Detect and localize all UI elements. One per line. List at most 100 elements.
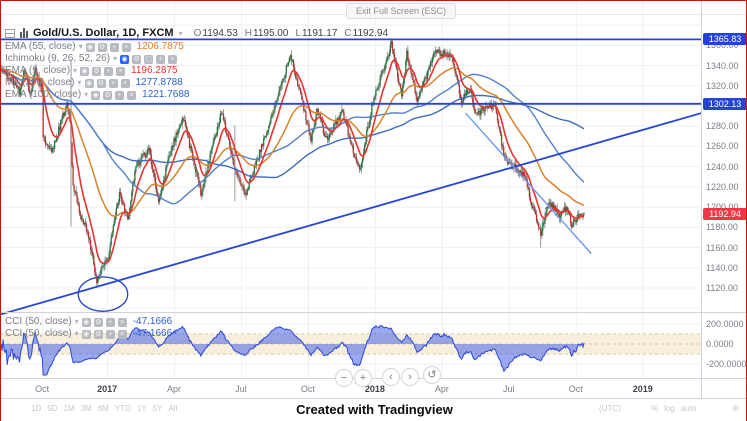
gear-button[interactable]: ⚙ (132, 54, 142, 64)
eye-button[interactable]: ◉ (85, 42, 95, 52)
price-tick-label: 1320.00 (706, 80, 739, 91)
time-tick-label: Oct (300, 384, 315, 394)
indicator-label: CCI (50, close) (5, 328, 72, 339)
open-label: O (193, 27, 202, 39)
price-tick-label: 1280.00 (706, 121, 739, 132)
close-button[interactable]: × (168, 54, 178, 64)
price-tick-label: 1340.00 (706, 60, 739, 71)
price-tick-label: 1260.00 (706, 141, 739, 152)
symbol-title[interactable]: Gold/U.S. Dollar, 1D, FXCM (33, 27, 174, 39)
close-button[interactable]: × (121, 42, 131, 52)
zoom-out-button[interactable]: − (335, 369, 353, 387)
gear-button[interactable]: ⚙ (92, 66, 102, 76)
indicator-caret-icon[interactable]: ▾ (74, 329, 79, 338)
gear-button[interactable]: ⚙ (93, 317, 103, 327)
plus-button[interactable]: + (105, 329, 115, 339)
price-tick-label: 1200.00 (706, 202, 739, 213)
created-with-text: Created with Tradingview (296, 402, 453, 417)
indicator-legend-row: EMA (9, close) ▾ ◉ ⚙ + × 1196.2875 (5, 65, 189, 77)
range-button-1y[interactable]: 1Y (136, 404, 147, 413)
price-badge-1302-13: 1302.13 (703, 97, 746, 110)
timezone-label[interactable]: (UTC) (599, 404, 621, 413)
indicator-value: -47.1666 (132, 328, 173, 339)
range-button-1m[interactable]: 1M (63, 404, 75, 413)
indicator-legend-row: EMA (55, close) ▾ ◉ ⚙ + × 1206.7875 (5, 41, 189, 53)
plus-button[interactable]: + (104, 66, 114, 76)
eye-button[interactable]: ◉ (80, 66, 90, 76)
indicator-caret-icon[interactable]: ▾ (74, 317, 79, 326)
indicator-caret-icon[interactable]: ▾ (113, 54, 118, 63)
range-button-5y[interactable]: 5Y (152, 404, 163, 413)
price-tick-label: 1160.00 (706, 242, 738, 253)
zoom-in-button[interactable]: + (354, 369, 372, 387)
gear-button[interactable]: ⚙ (103, 90, 113, 100)
price-tick-label: 1120.00 (706, 283, 738, 293)
eye-button[interactable]: ◉ (84, 78, 94, 88)
cci-tick-label: -200.0000 (706, 359, 747, 370)
square-button[interactable]: ▢ (144, 54, 154, 64)
gear-button[interactable]: ⚙ (93, 329, 103, 339)
candlestick-chart-icon[interactable] (20, 28, 28, 38)
cci-legend-row: CCI (50, close) ▾ ◉ ⚙ + × -47.1666 (5, 316, 172, 328)
close-button[interactable]: × (117, 317, 127, 327)
high-value: 1195.00 (253, 27, 289, 39)
scale-option-percent[interactable]: % (651, 404, 659, 413)
indicator-label: EMA (55, close) (5, 41, 76, 52)
range-button-all[interactable]: All (168, 404, 178, 413)
indicator-value: 1196.2875 (131, 65, 178, 76)
time-tick-label: Apr (434, 384, 449, 394)
low-label: L (295, 27, 301, 39)
range-button-6m[interactable]: 6M (97, 404, 109, 413)
close-button[interactable]: × (127, 90, 137, 100)
eye-button[interactable]: ◉ (81, 329, 91, 339)
ma-100-line (1, 69, 585, 205)
low-value: 1191.17 (301, 27, 338, 39)
indicator-value: 1221.7688 (142, 89, 190, 100)
indicator-caret-icon[interactable]: ▾ (77, 78, 82, 87)
gear-button[interactable]: ⚙ (96, 78, 106, 88)
range-button-5d[interactable]: 5D (47, 404, 58, 413)
indicator-caret-icon[interactable]: ▾ (78, 42, 83, 51)
close-button[interactable]: × (117, 329, 127, 339)
scroll-right-button[interactable]: › (401, 368, 419, 386)
indicator-legend: EMA (55, close) ▾ ◉ ⚙ + × 1206.7875 Ichimoku (9… (5, 41, 189, 101)
eye-button[interactable]: ◉ (91, 90, 101, 100)
plus-button[interactable]: + (108, 78, 118, 88)
scale-options[interactable]: % log auto (651, 404, 702, 413)
scale-option-log[interactable]: log (664, 404, 675, 413)
date-range-selector[interactable]: 1D 5D 1M 3M 6M YTD 1Y 5Y All (31, 404, 183, 413)
exit-fullscreen-button[interactable]: Exit Full Screen (ESC) (346, 3, 457, 19)
eye-button[interactable]: ◉ (81, 317, 91, 327)
eye-button[interactable]: ◉ (120, 54, 130, 64)
plus-button[interactable]: + (109, 42, 119, 52)
ema-55-line (1, 67, 585, 217)
gear-button[interactable]: ⚙ (97, 42, 107, 52)
symbol-header: Gold/U.S. Dollar, 1D, FXCM ▾ O1194.53 H1… (5, 27, 388, 39)
close-button[interactable]: × (116, 66, 126, 76)
downtrend-line[interactable] (465, 112, 592, 255)
indicator-caret-icon[interactable]: ▾ (84, 90, 89, 99)
price-tick-label: 1140.00 (706, 262, 738, 273)
plus-button[interactable]: + (115, 90, 125, 100)
range-button-ytd[interactable]: YTD (114, 404, 131, 413)
plus-button[interactable]: + (156, 54, 166, 64)
high-label: H (244, 27, 253, 39)
settings-gear-icon[interactable]: ⚙ (732, 404, 740, 413)
range-button-1d[interactable]: 1D (31, 404, 42, 413)
indicator-value: -47.1666 (132, 316, 173, 327)
plus-button[interactable]: + (105, 317, 115, 327)
indicator-value: 1277.8788 (135, 77, 183, 88)
range-button-3m[interactable]: 3M (80, 404, 92, 413)
close-value: 1192.94 (352, 27, 389, 39)
layout-icon[interactable] (5, 28, 15, 38)
indicator-caret-icon[interactable]: ▾ (73, 66, 78, 75)
cci-tick-label: 0.0000 (706, 339, 734, 349)
close-button[interactable]: × (120, 78, 130, 88)
ellipse-annotation[interactable] (77, 276, 129, 312)
scroll-left-button[interactable]: ‹ (382, 368, 400, 386)
reset-chart-button[interactable]: ↺ (423, 366, 441, 384)
indicator-legend-row: EMA (100, close) ▾ ◉ ⚙ + × 1221.7688 (5, 89, 189, 101)
scale-option-auto[interactable]: auto (680, 404, 697, 413)
symbol-caret-icon[interactable]: ▾ (178, 28, 183, 38)
